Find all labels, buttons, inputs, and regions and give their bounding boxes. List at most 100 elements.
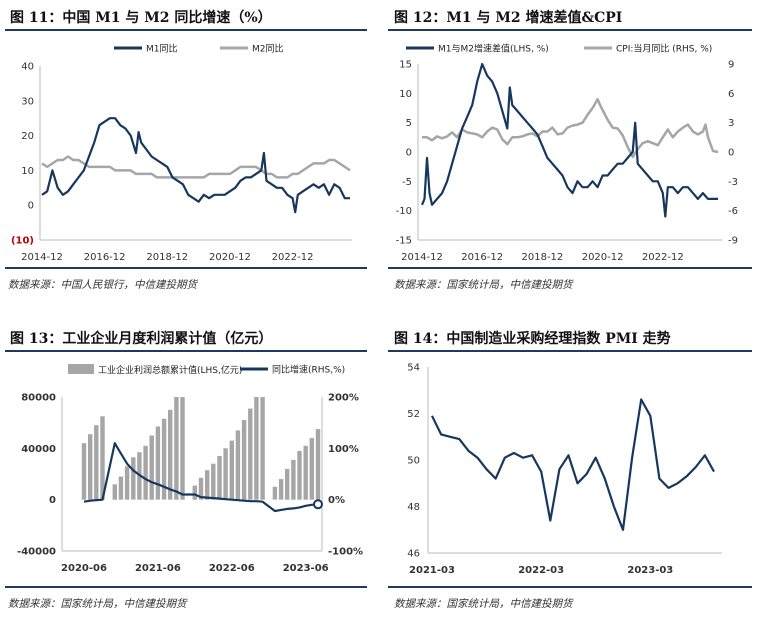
fig12-x-tick: 2020-12 xyxy=(582,252,624,263)
fig11-y-tick: (10) xyxy=(11,236,34,247)
fig13-bar xyxy=(254,397,259,500)
fig13-bar xyxy=(143,445,148,500)
fig13-bar xyxy=(81,443,87,500)
fig13-bar xyxy=(149,435,154,500)
fig13-bar xyxy=(192,485,197,500)
fig13-series-yoy xyxy=(83,442,319,513)
fig14-y-tick: 48 xyxy=(407,502,420,513)
fig11-legend-m2-label: M2同比 xyxy=(252,43,284,55)
fig13-x-tick: 2021-06 xyxy=(135,563,181,574)
fig11-y-tick: 10 xyxy=(21,166,34,177)
fig13-bar xyxy=(94,425,99,500)
fig11-source: 数据来源：中国人民银行，中信建投期货 xyxy=(8,279,197,291)
fig11-title: 图 11：中国 M1 与 M2 同比增速（%） xyxy=(10,10,272,26)
fig11-x-tick: 2022-12 xyxy=(272,252,314,263)
fig13-title-rule xyxy=(5,350,367,352)
fig13-legend-yoy-label: 同比增速(RHS,%) xyxy=(272,364,345,376)
fig14-title-rule xyxy=(388,350,752,352)
fig13-bar xyxy=(241,420,247,500)
fig12-y-tick-right: 9 xyxy=(728,60,734,71)
fig13-bar xyxy=(248,408,253,500)
fig12-x-tick: 2022-12 xyxy=(642,252,684,263)
fig11-y-tick: 30 xyxy=(21,96,34,107)
fig13-y-tick-right: 0% xyxy=(328,495,345,506)
fig13-bar xyxy=(235,430,241,500)
fig12-series-cpi xyxy=(422,97,719,159)
fig13-bar xyxy=(315,429,321,500)
fig11-x-tick: 2014-12 xyxy=(21,252,63,263)
fig14-series-pmi xyxy=(431,398,715,531)
fig13-bar xyxy=(155,426,161,500)
fig11-chart: (10) 0 10 20 30 40 2014-12 2016-12 2018-12 2020-1… xyxy=(11,43,352,263)
fig14-x-tick: 2022-03 xyxy=(518,565,564,576)
fig12-legend-cpi-label: CPI:当月同比 (RHS, %) xyxy=(616,43,712,55)
fig14-y-tick: 46 xyxy=(407,549,420,560)
fig13-bar xyxy=(205,470,210,500)
fig13-y-tick-right: 100% xyxy=(328,444,359,455)
fig12-y-tick-left: 15 xyxy=(399,60,412,71)
fig13-bar xyxy=(100,416,105,500)
fig11-legend-m1-label: M1同比 xyxy=(146,43,178,55)
fig13-bar xyxy=(285,468,290,500)
fig13-bar xyxy=(118,476,124,500)
fig12-y-tick-right: -6 xyxy=(728,206,738,217)
fig11-y-tick: 0 xyxy=(28,201,34,212)
fig13-bar xyxy=(303,445,308,500)
fig13-bar xyxy=(260,397,265,500)
fig11-series-m1 xyxy=(41,117,350,214)
fig12-y-tick-left: -10 xyxy=(396,206,412,217)
fig13-bar xyxy=(112,484,117,500)
fig13-y-tick-left: -40000 xyxy=(17,547,56,558)
fig13-bar xyxy=(168,409,173,500)
fig13-legend-bar-swatch xyxy=(68,364,94,374)
fig11-x-tick: 2020-12 xyxy=(209,252,251,263)
fig13-bar xyxy=(174,397,179,500)
fig14-y-tick: 50 xyxy=(407,456,420,467)
fig12-y-tick-right: -3 xyxy=(728,177,738,188)
fig13-last-point xyxy=(313,499,323,510)
fig13-bar xyxy=(297,450,302,500)
fig13-legend-bar-label: 工业企业利润总额累计值(LHS,亿元) xyxy=(98,364,242,376)
fig14-y-tick: 54 xyxy=(407,363,420,374)
fig12-y-tick-left: 5 xyxy=(406,118,412,129)
fig12-bottom-rule xyxy=(388,267,752,269)
fig13-bar xyxy=(278,479,284,500)
fig11-y-tick: 20 xyxy=(21,131,34,142)
fig14-title: 图 14：中国制造业采购经理指数 PMI 走势 xyxy=(394,331,671,347)
fig12-y-tick-left: 0 xyxy=(406,148,412,159)
fig13-bar xyxy=(124,466,130,500)
fig13-y-tick-left: 40000 xyxy=(21,444,56,455)
fig12-source: 数据来源：国家统计局，中信建投期货 xyxy=(394,279,573,291)
fig11-series-m2 xyxy=(41,155,351,179)
fig12-y-tick-right: 3 xyxy=(728,118,734,129)
fig13-x-tick: 2022-06 xyxy=(209,563,255,574)
fig13-x-tick: 2023-06 xyxy=(283,563,329,574)
fig11-x-tick: 2018-12 xyxy=(146,252,188,263)
fig12-series-m1m2-diff xyxy=(420,62,718,218)
fig11-x-tick: 2016-12 xyxy=(84,252,126,263)
fig13-bar xyxy=(309,438,314,500)
fig13-bar xyxy=(211,463,216,500)
fig13-bar xyxy=(88,434,93,500)
fig13-y-tick-right: 200% xyxy=(328,393,359,404)
fig12-y-tick-right: 0 xyxy=(728,148,734,159)
fig14-bottom-rule xyxy=(388,586,752,588)
fig13-bar xyxy=(198,477,204,500)
fig14-y-tick: 52 xyxy=(407,409,420,420)
fig12-legend-diff-label: M1与M2增速差值(LHS, %) xyxy=(438,43,549,55)
fig11-bottom-rule xyxy=(5,267,367,269)
fig13-bottom-rule xyxy=(5,586,367,588)
fig14-x-tick: 2023-03 xyxy=(627,565,673,576)
fig12-y-tick-left: 10 xyxy=(399,89,412,100)
fig13-title: 图 13：工业企业月度利润累计值（亿元） xyxy=(10,331,273,347)
fig14-chart: 54 52 50 48 46 2021-03 2022-03 2023-03 xyxy=(407,363,722,576)
fig13-y-tick-left: 80000 xyxy=(21,393,56,404)
fig12-x-tick: 2016-12 xyxy=(461,252,503,263)
fig14-source: 数据来源：国家统计局，中信建投期货 xyxy=(394,598,573,610)
fig12-y-tick-right: 6 xyxy=(728,89,734,100)
fig11-y-tick: 40 xyxy=(21,62,34,73)
fig13-bar xyxy=(291,459,296,500)
fig13-bar xyxy=(161,418,167,500)
fig13-bar xyxy=(229,440,234,500)
fig12-x-tick: 2014-12 xyxy=(401,252,443,263)
